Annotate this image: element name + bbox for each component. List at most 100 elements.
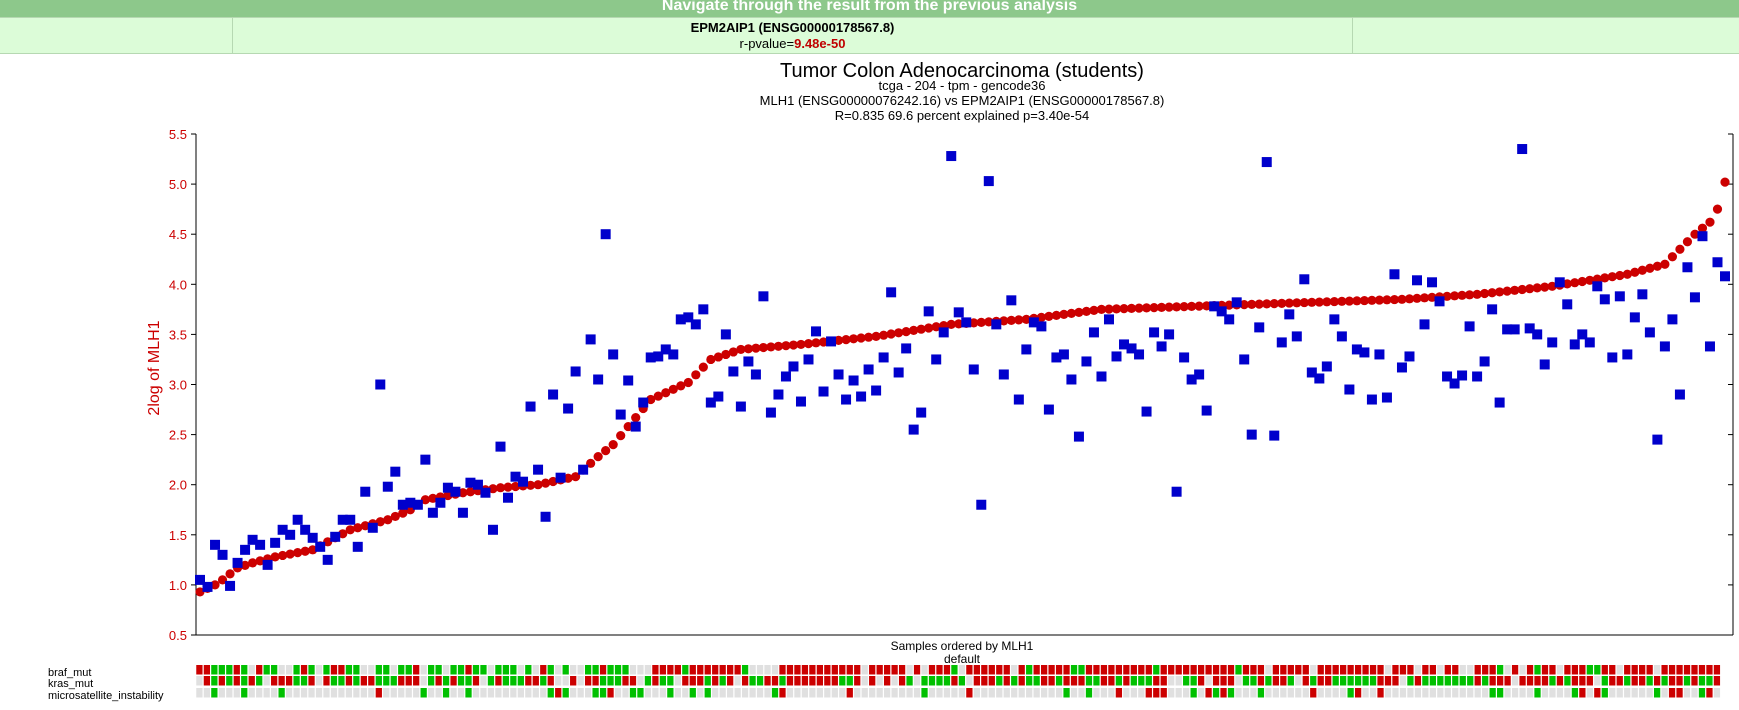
mlh1-point — [1126, 303, 1137, 313]
epm2aip1-point — [593, 374, 604, 385]
track-cell — [1265, 688, 1272, 698]
track-cell — [278, 688, 285, 698]
track-cell — [943, 676, 951, 686]
mlh1-point — [758, 342, 769, 353]
track-cell — [1227, 665, 1235, 675]
epm2aip1-point — [788, 361, 799, 372]
mlh1-point — [398, 508, 408, 518]
track-cell — [644, 676, 652, 686]
track-cell — [854, 676, 861, 686]
mlh1-point — [1299, 297, 1309, 308]
track-cell — [1265, 676, 1272, 686]
track-cell — [1197, 665, 1205, 675]
track-cell — [577, 676, 584, 686]
track-cell — [682, 665, 689, 675]
mlh1-point — [1449, 291, 1460, 301]
mlh1-point — [1487, 288, 1497, 298]
track-cell — [1511, 688, 1519, 698]
track-cell — [540, 688, 547, 698]
track-cell — [1549, 676, 1556, 686]
mlh1-point — [1149, 302, 1159, 313]
epm2aip1-point — [923, 306, 934, 317]
track-label-braf: braf_mut — [48, 667, 91, 679]
track-cell — [1676, 688, 1683, 698]
track-cell — [1362, 676, 1369, 686]
mlh1-point — [894, 328, 904, 338]
track-cell — [1033, 688, 1040, 698]
epm2aip1-point — [1058, 349, 1069, 360]
track-cell — [1272, 676, 1280, 686]
track-cell — [1639, 665, 1646, 675]
track-cell — [1392, 665, 1399, 675]
info-cell-center: EPM2AIP1 (ENSG00000178567.8) r-pvalue=9.… — [233, 18, 1353, 53]
mlh1-point — [1284, 298, 1294, 308]
mlh1-point — [1337, 296, 1347, 306]
mlh1-point — [608, 440, 618, 450]
epm2aip1-point — [1096, 371, 1107, 382]
track-cell — [1646, 665, 1653, 675]
track-cell — [741, 676, 749, 686]
mlh1-point — [623, 421, 633, 432]
track-cell — [330, 665, 338, 675]
mlh1-point — [428, 493, 438, 503]
track-cell — [1242, 665, 1250, 675]
epm2aip1-point — [397, 499, 408, 510]
track-cell — [203, 665, 211, 675]
mlh1-point — [1412, 293, 1422, 303]
track-cell — [741, 665, 749, 675]
track-cell — [1100, 688, 1108, 698]
track-cell — [300, 676, 308, 686]
track-cell — [1354, 676, 1362, 686]
track-cell — [353, 665, 360, 675]
track-cell — [809, 676, 816, 686]
epm2aip1-point — [683, 312, 694, 323]
track-cell — [1467, 676, 1474, 686]
track-cell — [398, 676, 405, 686]
track-cell — [525, 688, 532, 698]
mlh1-point — [1419, 293, 1430, 303]
track-cell — [831, 688, 838, 698]
y-tick-label: 3.5 — [169, 327, 187, 342]
track-cell — [420, 676, 427, 686]
track-cell — [756, 688, 764, 698]
mlh1-point — [1322, 297, 1332, 307]
track-cell — [801, 665, 809, 675]
mlh1-point — [999, 316, 1009, 326]
epm2aip1-point — [1479, 356, 1490, 367]
y-axis: 0.5 1.0 1.5 2.0 2.5 3.0 3.5 4.0 4.5 5.0 5.5 — [169, 127, 187, 643]
epm2aip1-point — [1502, 324, 1513, 335]
track-cell — [1302, 665, 1309, 675]
mlh1-point — [375, 517, 385, 527]
track-cell — [413, 688, 420, 698]
epm2aip1-point — [856, 391, 867, 402]
mlh1-point — [1262, 299, 1272, 309]
epm2aip1-point — [1427, 277, 1438, 288]
mlh1-point — [1314, 297, 1324, 307]
track-cell — [1153, 665, 1160, 675]
mlh1-point — [1577, 276, 1587, 287]
epm2aip1-point — [1209, 301, 1220, 312]
track-cell — [390, 676, 397, 686]
mlh1-point — [1111, 304, 1122, 314]
track-cell — [816, 688, 824, 698]
epm2aip1-point — [946, 151, 957, 162]
track-cell — [1190, 688, 1197, 698]
track-cell — [1362, 688, 1369, 698]
track-cell — [1093, 665, 1100, 675]
track-cell — [1078, 688, 1085, 698]
pvalue-line: r-pvalue=9.48e-50 — [233, 36, 1352, 52]
track-cell — [540, 676, 547, 686]
track-cell — [1115, 688, 1123, 698]
navigate-back-link[interactable]: Navigate through the result from the pre… — [0, 0, 1739, 17]
epm2aip1-point — [480, 487, 491, 498]
mlh1-point — [818, 337, 829, 347]
track-cell — [727, 688, 734, 698]
mlh1-point — [390, 511, 400, 522]
epm2aip1-point — [367, 522, 378, 533]
track-cell — [794, 676, 801, 686]
track-cell — [285, 676, 293, 686]
track-cell — [1459, 688, 1466, 698]
track-cell — [1340, 688, 1347, 698]
mlh1-point — [751, 343, 761, 353]
track-cell — [1549, 688, 1556, 698]
